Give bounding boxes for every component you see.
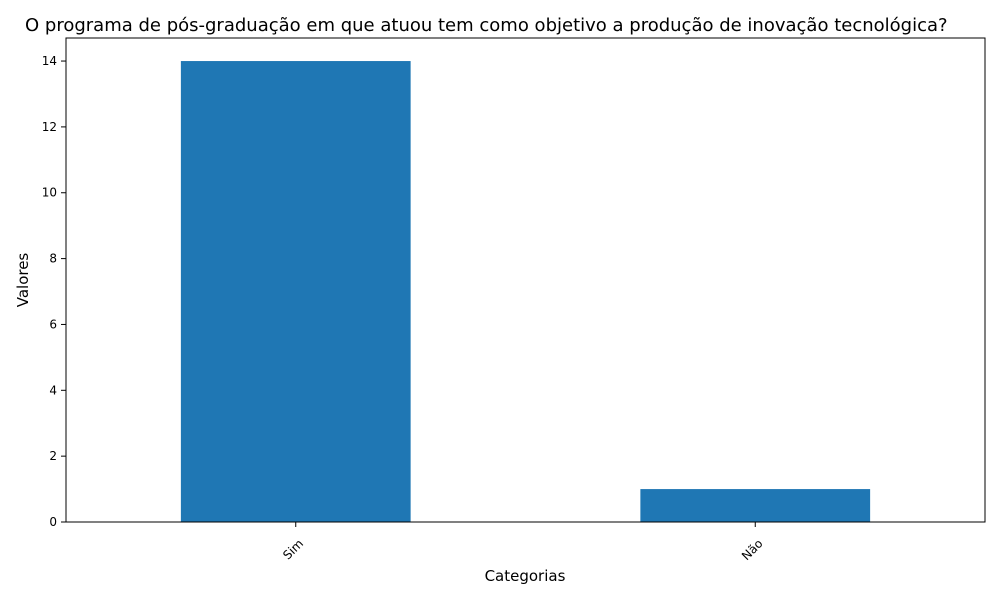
x-axis-label: Categorias bbox=[485, 567, 566, 585]
plot-frame bbox=[65, 37, 986, 523]
y-tick-label: 0 bbox=[49, 515, 57, 529]
bar-não bbox=[640, 489, 871, 522]
y-tick-label: 4 bbox=[49, 383, 57, 397]
x-tick-label: Sim bbox=[280, 536, 306, 562]
bars-group bbox=[180, 61, 871, 523]
bar-sim bbox=[180, 61, 411, 523]
y-tick-label: 2 bbox=[49, 449, 57, 463]
y-tick-label: 12 bbox=[42, 120, 57, 134]
y-tick-label: 6 bbox=[49, 317, 57, 331]
x-tick-label: Não bbox=[739, 536, 766, 563]
x-axis: Sim Não bbox=[280, 522, 766, 563]
y-axis-label: Valores bbox=[14, 253, 32, 308]
chart-title: O programa de pós-graduação em que atuou… bbox=[25, 15, 948, 36]
y-tick-label: 8 bbox=[49, 252, 57, 266]
y-axis: 0 2 4 6 8 10 12 14 bbox=[42, 54, 66, 529]
y-tick-label: 10 bbox=[42, 186, 57, 200]
y-tick-label: 14 bbox=[42, 54, 57, 68]
